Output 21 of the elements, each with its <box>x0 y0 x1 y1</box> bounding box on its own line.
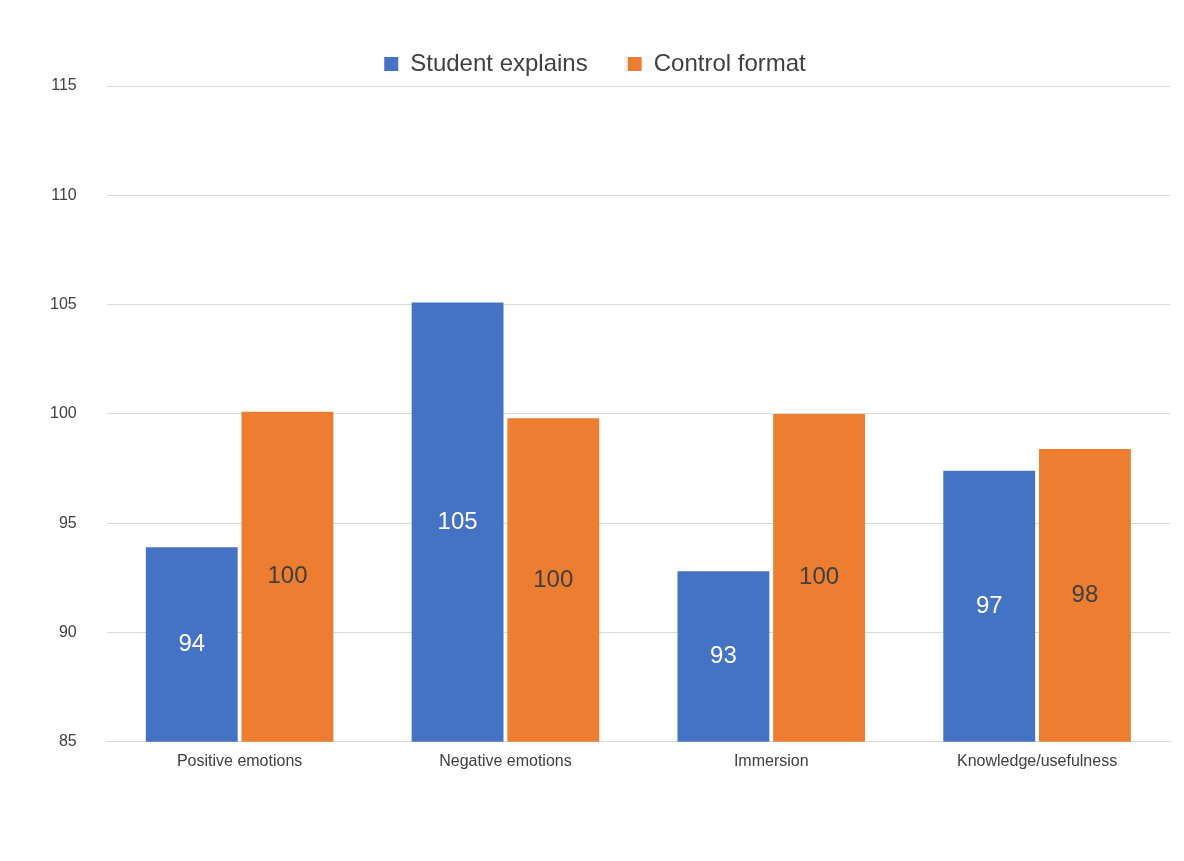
legend-label: Control format <box>653 48 807 76</box>
y-tick-label: 95 <box>58 513 77 531</box>
data-label: 97 <box>975 590 1003 618</box>
y-tick-label: 100 <box>49 404 77 422</box>
data-label: 100 <box>533 564 574 592</box>
data-label: 105 <box>437 506 478 534</box>
x-tick-label: Negative emotions <box>439 751 572 769</box>
y-tick-label: 90 <box>58 622 77 640</box>
legend-label: Student explains <box>410 48 588 76</box>
y-tick-label: 85 <box>58 732 77 750</box>
x-tick-label: Immersion <box>733 751 809 769</box>
y-tick-label: 115 <box>51 76 77 94</box>
x-tick-label: Positive emotions <box>176 751 303 769</box>
data-label: 94 <box>178 629 206 657</box>
data-label: 98 <box>1071 579 1099 607</box>
y-tick-label: 110 <box>51 185 77 203</box>
data-label: 100 <box>267 561 308 589</box>
data-label: 93 <box>710 641 737 669</box>
y-tick-label: 105 <box>49 295 77 313</box>
x-tick-label: Knowledge/usefulness <box>957 751 1118 769</box>
data-label: 100 <box>799 562 840 590</box>
